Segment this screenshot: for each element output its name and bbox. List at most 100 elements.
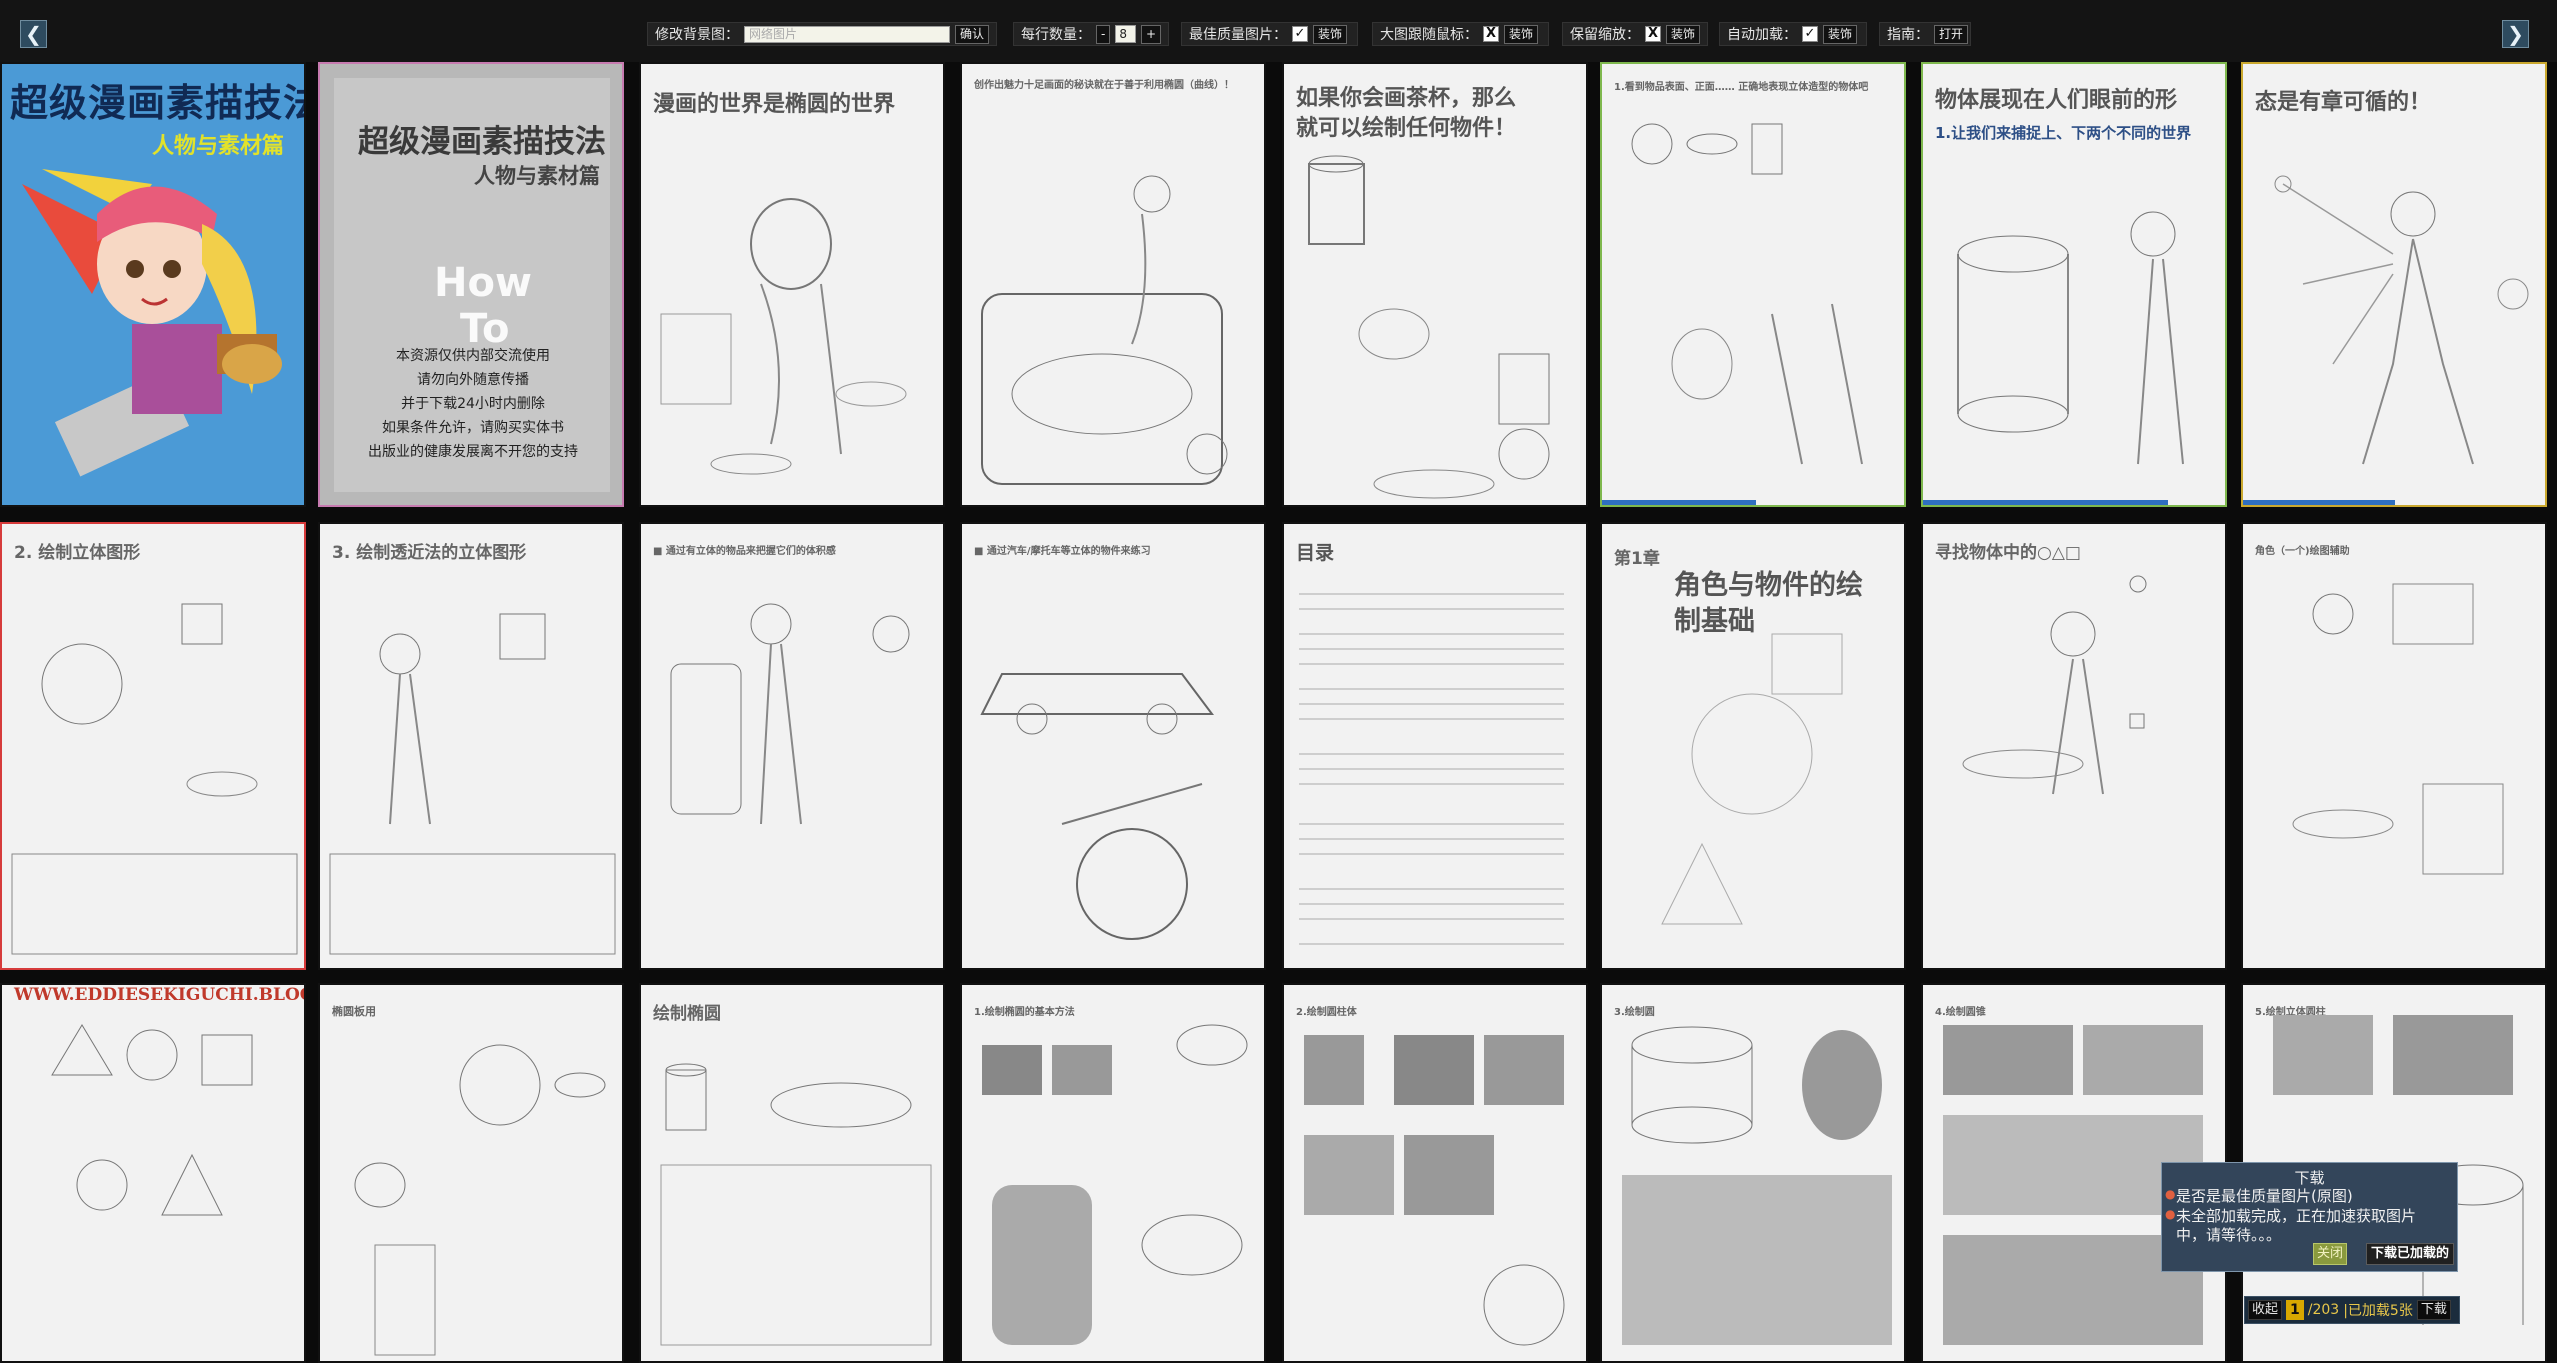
best-quality-label: 最佳质量图片： xyxy=(1189,27,1287,43)
sketch-illustration xyxy=(1661,633,1843,925)
best-quality-checkbox[interactable]: ✓ xyxy=(1292,26,1308,42)
bullet-icon: ● xyxy=(2165,1187,2176,1201)
page-heading: 2. 绘制立体图形 xyxy=(14,543,141,563)
page-thumbnail-19[interactable]: 绘制椭圆 xyxy=(639,983,945,1363)
page-thumbnail-11[interactable]: ■ 通过有立体的物品来把握它们的体积感 xyxy=(639,522,945,970)
page-thumbnail-22[interactable]: 3.绘制圆 xyxy=(1600,983,1906,1363)
page-thumbnail-4[interactable]: 创作出魅力十足画面的秘诀就在于善于利用椭圆（曲线）！ xyxy=(960,62,1266,507)
download-loading-note: 未全部加载完成，正在加速获取图片 xyxy=(2176,1207,2417,1225)
page-thumbnail-10[interactable]: 3. 绘制透近法的立体图形 xyxy=(318,522,624,970)
title-page-title: 超级漫画素描技法 xyxy=(358,124,606,160)
page-heading: 如果你会画茶杯，那么 就可以绘制任何物件！ xyxy=(1296,84,1516,144)
background-group: 修改背景图： 确认 xyxy=(647,22,997,46)
title-page-notice: 本资源仅供内部交流使用 请勿向外随意传播 并于下载24小时内删除 如果条件允许，… xyxy=(334,344,612,464)
next-page-arrow[interactable]: ❯ xyxy=(2502,20,2529,48)
follow-mouse-label: 大图跟随鼠标： xyxy=(1380,27,1478,43)
sketch-illustration xyxy=(982,1024,1248,1345)
follow-mouse-checkbox[interactable]: X xyxy=(1483,26,1499,42)
chapter-label: 第1章 xyxy=(1614,549,1660,569)
per-row-plus-button[interactable]: + xyxy=(1140,24,1161,44)
per-row-minus-button[interactable]: - xyxy=(1096,24,1111,44)
page-heading: 3.绘制圆 xyxy=(1614,1007,1655,1018)
keep-zoom-checkbox[interactable]: X xyxy=(1645,26,1661,42)
sketch-illustration xyxy=(1962,575,2147,795)
page-heading: 5.绘制立体圆柱 xyxy=(2255,1007,2326,1018)
background-label: 修改背景图： xyxy=(655,27,739,43)
page-thumbnail-2[interactable]: 超级漫画素描技法 人物与素材篇 How To 本资源仅供内部交流使用 请勿向外随… xyxy=(318,62,624,507)
sketch-illustration xyxy=(2292,583,2504,875)
per-row-input[interactable]: 8 xyxy=(1115,25,1136,43)
follow-mouse-decor-button[interactable]: 装饰 xyxy=(1504,24,1539,44)
title-page-to: To xyxy=(460,306,510,352)
guide-group: 指南： 打开 xyxy=(1879,22,1971,46)
heading-line: 就可以绘制任何物件！ xyxy=(1296,116,1517,141)
title-page-panel xyxy=(334,78,610,492)
notice-line: 请勿向外随意传播 xyxy=(417,372,529,388)
cover-illustration xyxy=(22,169,282,477)
page-thumbnail-7[interactable]: 物体展现在人们眼前的形 1.让我们来捕捉上、下两个不同的世界 xyxy=(1921,62,2227,507)
page-thumbnail-5[interactable]: 如果你会画茶杯，那么 就可以绘制任何物件！ xyxy=(1282,62,1588,507)
background-url-input[interactable] xyxy=(744,25,950,43)
page-heading: ■ 通过汽车/摩托车等立体的物件来练习 xyxy=(974,546,1151,557)
table-of-contents-lines xyxy=(1299,593,1564,945)
page-thumbnail-9[interactable]: 2. 绘制立体图形 xyxy=(0,522,306,970)
download-quality-note: 是否是最佳质量图片(原图) xyxy=(2176,1187,2353,1205)
page-thumbnail-18[interactable]: 椭圆板用 xyxy=(318,983,624,1363)
chapter-title: 角色与物件的绘 制基础 xyxy=(1674,568,1863,640)
page-heading: 3. 绘制透近法的立体图形 xyxy=(332,543,527,563)
page-thumbnail-23[interactable]: 4.绘制圆锥 xyxy=(1921,983,2227,1363)
download-close-button[interactable]: 关闭 xyxy=(2313,1243,2347,1265)
heading-line: 如果你会画茶杯，那么 xyxy=(1296,86,1517,111)
per-row-label: 每行数量： xyxy=(1021,27,1091,43)
download-progress-bar xyxy=(1602,500,1756,505)
page-thumbnail-13[interactable]: 目录 xyxy=(1282,522,1588,970)
toolbar: ❮ 修改背景图： 确认 每行数量： - 8 + 最佳质量图片： ✓ 装饰 大图跟… xyxy=(0,0,2557,62)
page-thumbnail-8[interactable]: 态是有章可循的！ xyxy=(2241,62,2547,507)
page-heading: 1.绘制椭圆的基本方法 xyxy=(974,1007,1075,1018)
background-confirm-button[interactable]: 确认 xyxy=(954,24,989,44)
sketch-illustration xyxy=(329,613,616,955)
download-button[interactable]: 下载 xyxy=(2416,1300,2451,1320)
guide-label: 指南： xyxy=(1887,27,1929,43)
download-wait-note: 中，请等待。。。 xyxy=(2176,1226,2282,1244)
prev-page-arrow[interactable]: ❮ xyxy=(20,20,47,48)
sketch-illustration xyxy=(2273,1015,2524,1325)
loaded-count: |已加载5张 xyxy=(2343,1303,2413,1319)
page-heading: 寻找物体中的○△□ xyxy=(1935,543,2081,563)
sketch-illustration xyxy=(670,603,910,825)
keep-zoom-label: 保留缩放： xyxy=(1570,27,1640,43)
page-thumbnail-12[interactable]: ■ 通过汽车/摩托车等立体的物件来练习 xyxy=(960,522,1266,970)
sketch-illustration xyxy=(11,603,298,955)
page-thumbnail-14[interactable]: 第1章 角色与物件的绘 制基础 xyxy=(1600,522,1906,970)
page-thumbnail-3[interactable]: 漫画的世界是椭圆的世界 xyxy=(639,62,945,507)
sketch-illustration xyxy=(1622,1026,1892,1345)
total-pages: /203 xyxy=(2307,1302,2340,1318)
page-heading: 2.绘制圆柱体 xyxy=(1296,1007,1357,1018)
auto-load-checkbox[interactable]: ✓ xyxy=(1802,26,1818,42)
page-thumbnail-16[interactable]: 角色（一个)绘图辅助 xyxy=(2241,522,2547,970)
current-page-indicator[interactable]: 1 xyxy=(2286,1300,2304,1320)
page-heading: 目录 xyxy=(1296,542,1335,564)
page-heading: 1.看到物品表面、正面…… 正确地表现立体造型的物体吧 xyxy=(1614,82,1869,93)
guide-open-button[interactable]: 打开 xyxy=(1934,24,1969,44)
title-page-how: How xyxy=(434,260,532,306)
download-loaded-button[interactable]: 下载已加载的 xyxy=(2366,1243,2454,1265)
page-heading: 物体展现在人们眼前的形 xyxy=(1935,88,2178,113)
best-quality-decor-button[interactable]: 装饰 xyxy=(1313,24,1348,44)
notice-line: 本资源仅供内部交流使用 xyxy=(396,348,550,364)
page-thumbnail-15[interactable]: 寻找物体中的○△□ xyxy=(1921,522,2227,970)
keep-zoom-decor-button[interactable]: 装饰 xyxy=(1665,24,1700,44)
page-heading: 态是有章可循的！ xyxy=(2255,90,2432,115)
page-thumbnail-1[interactable]: 超级漫画素描技法 人物与素材篇 xyxy=(0,62,306,507)
page-thumbnail-20[interactable]: 1.绘制椭圆的基本方法 xyxy=(960,983,1266,1363)
auto-load-decor-button[interactable]: 装饰 xyxy=(1823,24,1858,44)
download-progress-bar xyxy=(1923,500,2168,505)
page-thumbnail-21[interactable]: 2.绘制圆柱体 xyxy=(1282,983,1588,1363)
page-thumbnail-6[interactable]: 1.看到物品表面、正面…… 正确地表现立体造型的物体吧 xyxy=(1600,62,1906,507)
cover-title: 超级漫画素描技法 xyxy=(10,81,306,125)
sketch-illustration xyxy=(1631,123,1863,465)
page-thumbnail-17[interactable]: WWW.EDDIESEKIGUCHI.BLOGSPOT.COM xyxy=(0,983,306,1363)
download-progress-bar xyxy=(2243,500,2395,505)
collapse-button[interactable]: 收起 xyxy=(2248,1300,2283,1320)
sketch-illustration xyxy=(660,198,907,475)
